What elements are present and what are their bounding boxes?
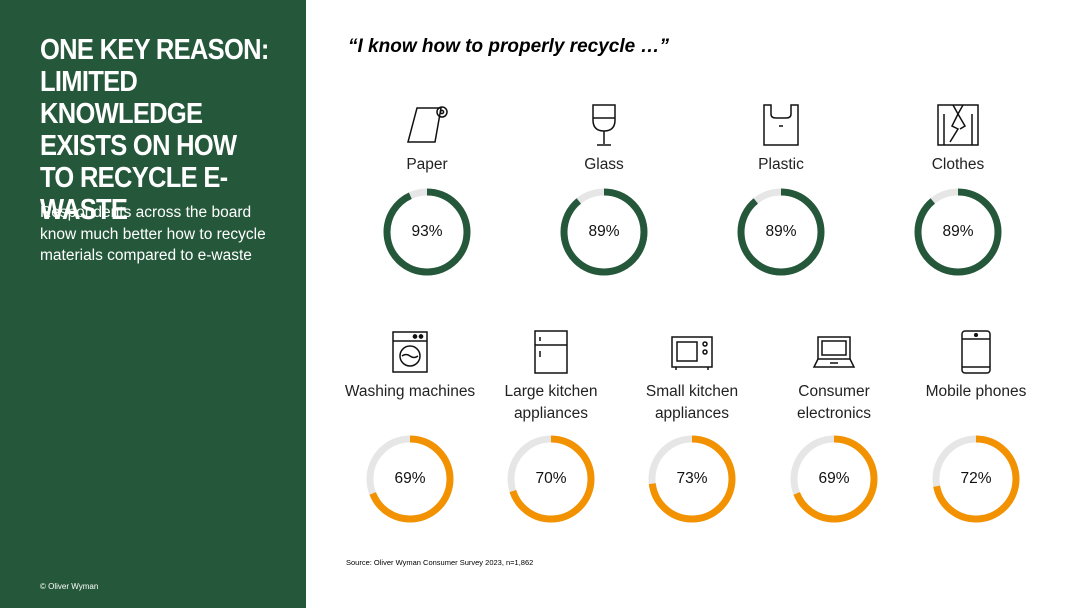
donut-value-label: 69%: [818, 470, 850, 487]
item-small-kitchen-appliances: Small kitchen appliances 73%: [622, 329, 762, 523]
donut-arc: [737, 188, 825, 276]
donut-paper: 93%: [381, 186, 473, 278]
shirt-icon: [937, 104, 979, 146]
donut-glass: 89%: [558, 186, 650, 278]
donut-large-kitchen-appliances: 70%: [505, 433, 597, 525]
donut-arc: [366, 435, 454, 523]
item-paper: Paper 93%: [357, 102, 497, 276]
item-large-kitchen-appliances: Large kitchen appliances 70%: [481, 329, 621, 523]
donut-value-label: 69%: [394, 470, 426, 487]
item-consumer-electronics: Consumer electronics 69%: [764, 329, 904, 523]
donut-arc: [914, 188, 1002, 276]
subtext: Respondents across the board know much b…: [40, 204, 266, 264]
wine-glass-icon: [592, 104, 616, 146]
item-label: Glass: [584, 156, 624, 173]
item-label: Small kitchen appliances: [645, 383, 739, 422]
donut-value-label: 89%: [588, 223, 620, 240]
donut-value-label: 72%: [960, 470, 992, 487]
donut-arc: [648, 435, 736, 523]
donut-value-label: 89%: [765, 223, 797, 240]
donut-value-label: 89%: [942, 223, 974, 240]
mobile-phone-icon: [961, 330, 991, 374]
donut-plastic: 89%: [735, 186, 827, 278]
item-label: Washing machines: [344, 383, 476, 400]
item-label: Clothes: [931, 156, 985, 173]
item-mobile-phones: Mobile phones 72%: [906, 329, 1046, 523]
laptop-icon: [812, 336, 856, 368]
copyright: © Oliver Wyman: [40, 582, 99, 591]
fridge-icon: [534, 330, 568, 374]
microwave-icon: [671, 336, 713, 370]
item-label: Plastic: [758, 156, 804, 173]
donut-arc: [560, 188, 648, 276]
donut-small-kitchen-appliances: 73%: [646, 433, 738, 525]
headline: ONE KEY REASON: LIMITED KNOWLEDGE EXISTS…: [40, 34, 269, 226]
item-plastic: Plastic 89%: [711, 102, 851, 276]
item-washing-machines: Washing machines 69%: [340, 329, 480, 523]
sidebar: ONE KEY REASON: LIMITED KNOWLEDGE EXISTS…: [0, 0, 306, 608]
donut-value-label: 73%: [676, 470, 708, 487]
washing-machine-icon: [392, 331, 428, 373]
item-label: Consumer electronics: [796, 383, 872, 422]
item-label: Large kitchen appliances: [504, 383, 598, 422]
donut-consumer-electronics: 69%: [788, 433, 880, 525]
donut-mobile-phones: 72%: [930, 433, 1022, 525]
item-glass: Glass 89%: [534, 102, 674, 276]
item-clothes: Clothes 89%: [888, 102, 1028, 276]
donut-arc: [507, 435, 595, 523]
donut-value-label: 70%: [535, 470, 567, 487]
donut-value-label: 93%: [411, 223, 443, 240]
donut-washing-machines: 69%: [364, 433, 456, 525]
item-label: Mobile phones: [925, 383, 1027, 400]
donut-arc: [932, 435, 1020, 523]
quote-title: “I know how to properly recycle …”: [348, 36, 669, 57]
item-label: Paper: [406, 156, 448, 173]
donut-arc: [790, 435, 878, 523]
donut-arc: [383, 188, 471, 276]
source-note: Source: Oliver Wyman Consumer Survey 202…: [346, 558, 534, 567]
donut-clothes: 89%: [912, 186, 1004, 278]
paper-roll-icon: [407, 106, 448, 143]
plastic-bag-icon: [763, 104, 799, 146]
